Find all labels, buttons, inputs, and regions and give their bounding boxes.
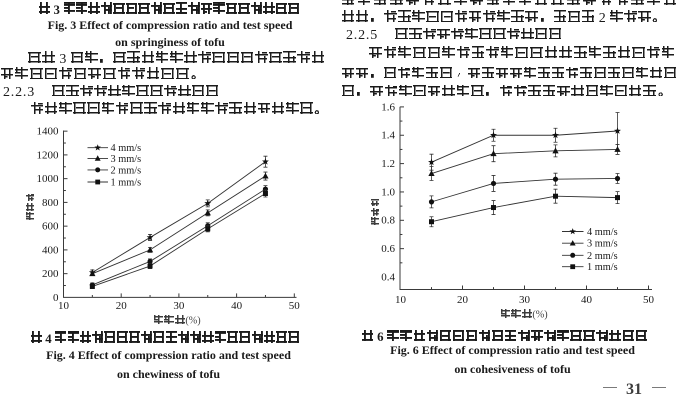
svg-text:1.4: 1.4	[381, 130, 395, 142]
svg-text:10: 10	[58, 300, 70, 312]
svg-text:30: 30	[519, 294, 531, 306]
svg-text:0.6: 0.6	[381, 243, 395, 255]
svg-text:3 mm/s: 3 mm/s	[111, 154, 142, 165]
svg-text:20: 20	[457, 294, 469, 306]
svg-text:4 mm/s: 4 mm/s	[111, 143, 142, 154]
svg-text:1.2: 1.2	[381, 158, 395, 170]
svg-text:40: 40	[231, 300, 243, 312]
svg-text:1200: 1200	[37, 149, 60, 161]
svg-text:50: 50	[643, 294, 655, 306]
svg-text:600: 600	[42, 221, 59, 233]
svg-text:0: 0	[53, 292, 59, 304]
svg-text:40: 40	[581, 294, 593, 306]
svg-text:1.0: 1.0	[381, 186, 395, 198]
svg-text:30: 30	[173, 300, 185, 312]
svg-text:20: 20	[116, 300, 128, 312]
svg-text:3 mm/s: 3 mm/s	[587, 239, 618, 250]
svg-text:2 mm/s: 2 mm/s	[587, 251, 618, 262]
svg-text:1 mm/s: 1 mm/s	[587, 262, 618, 273]
svg-text:200: 200	[42, 268, 59, 280]
svg-text:1400: 1400	[37, 126, 60, 138]
svg-text:0.4: 0.4	[381, 271, 395, 283]
svg-text:400: 400	[42, 244, 59, 256]
svg-text:0.8: 0.8	[381, 215, 395, 227]
svg-text:10: 10	[395, 294, 407, 306]
svg-text:4 mm/s: 4 mm/s	[587, 227, 618, 238]
svg-text:800: 800	[42, 197, 59, 209]
svg-text:2 mm/s: 2 mm/s	[111, 165, 142, 176]
svg-text:1.6: 1.6	[381, 101, 395, 113]
svg-text:50: 50	[289, 300, 301, 312]
svg-text:1 mm/s: 1 mm/s	[111, 178, 142, 189]
svg-text:1000: 1000	[37, 173, 60, 185]
